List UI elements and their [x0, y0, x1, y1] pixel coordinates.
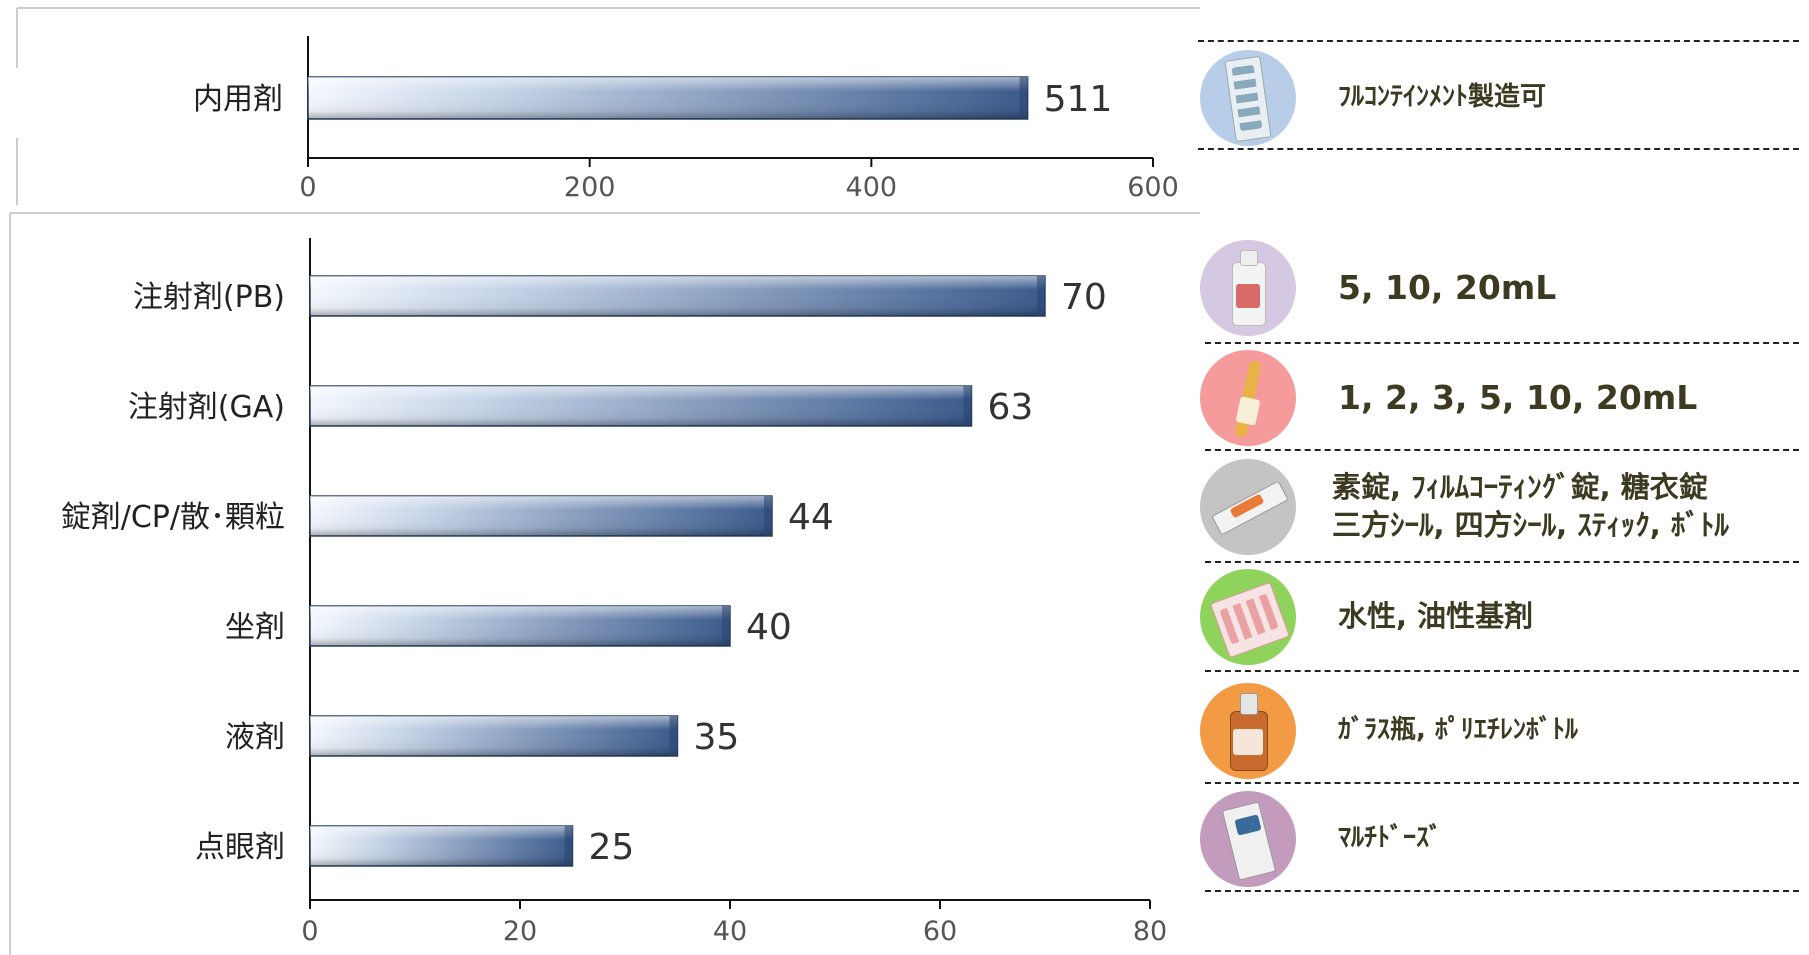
- bar-shading: [310, 386, 972, 426]
- bar-end-bevel: [963, 386, 972, 426]
- x-tick-label: 20: [503, 916, 537, 947]
- package-row: ｶﾞﾗｽ瓶, ﾎﾟﾘｴﾁﾚﾝﾎﾞﾄﾙ: [1200, 683, 1809, 779]
- package-shape: [1240, 693, 1258, 715]
- category-label: 坐剤: [225, 610, 285, 645]
- x-tick-label: 400: [846, 172, 898, 203]
- package-row: 水性, 油性基剤: [1200, 569, 1809, 665]
- x-tick-label: 0: [301, 916, 318, 947]
- row-divider: [1205, 449, 1799, 451]
- package-description-line: ﾌﾙｺﾝﾃｲﾝﾒﾝﾄ製造可: [1338, 82, 1547, 113]
- data-label: 70: [1061, 277, 1107, 318]
- suppository-pack-icon: [1200, 569, 1296, 665]
- package-row: 5, 10, 20mL: [1200, 240, 1809, 336]
- package-row: ﾏﾙﾁﾄﾞｰｽﾞ: [1200, 791, 1809, 887]
- chart-dosage-forms: 0 20 40 60 80 注射剤(PB) 70 注射剤(GA) 63 錠剤/CP/散･顆粒 44 坐…: [61, 238, 1167, 947]
- bar-end-bevel: [564, 826, 573, 866]
- package-description: ﾌﾙｺﾝﾃｲﾝﾒﾝﾄ製造可: [1338, 81, 1546, 115]
- data-label: 63: [988, 387, 1034, 428]
- package-description-line: ｶﾞﾗｽ瓶, ﾎﾟﾘｴﾁﾚﾝﾎﾞﾄﾙ: [1338, 715, 1578, 746]
- x-tick-label: 600: [1127, 172, 1179, 203]
- bar-end-bevel: [722, 606, 730, 646]
- package-shape: [1233, 729, 1263, 755]
- package-description-line: 5, 10, 20mL: [1338, 267, 1557, 307]
- package-shape: [1236, 284, 1260, 308]
- package-description: ｶﾞﾗｽ瓶, ﾎﾟﾘｴﾁﾚﾝﾎﾞﾄﾙ: [1338, 714, 1578, 748]
- bar-shading: [310, 496, 772, 536]
- package-shape: [1235, 396, 1261, 426]
- category-label: 点眼剤: [195, 830, 285, 865]
- bar-shading: [310, 716, 678, 756]
- category-label: 注射剤(GA): [128, 390, 285, 425]
- package-row: 1, 2, 3, 5, 10, 20mL: [1200, 350, 1809, 446]
- chart-frames: [9, 7, 1200, 955]
- row-divider: [1205, 782, 1799, 784]
- category-label: 液剤: [225, 720, 285, 755]
- bar-shading: [308, 77, 1028, 119]
- x-tick-label: 80: [1133, 916, 1167, 947]
- row-divider: [1198, 40, 1799, 42]
- plastic-bottle-icon: [1200, 240, 1296, 336]
- package-description: 5, 10, 20mL: [1338, 267, 1556, 310]
- package-row: 素錠, ﾌｨﾙﾑｺｰﾃｨﾝｸﾞ錠, 糖衣錠 三方ｼｰﾙ, 四方ｼｰﾙ, ｽﾃｨｯｸ…: [1200, 459, 1809, 555]
- tablet-strip-icon: [1200, 459, 1296, 555]
- data-label: 25: [589, 827, 635, 868]
- data-label: 511: [1044, 79, 1113, 120]
- x-tick-label: 40: [713, 916, 747, 947]
- bar-end-bevel: [1037, 276, 1045, 316]
- package-description: 水性, 油性基剤: [1338, 598, 1533, 636]
- package-row: ﾌﾙｺﾝﾃｲﾝﾒﾝﾄ製造可: [1200, 50, 1809, 146]
- category-label: 錠剤/CP/散･顆粒: [61, 500, 285, 535]
- blister-pack-icon: [1200, 50, 1296, 146]
- package-description-line: 1, 2, 3, 5, 10, 20mL: [1338, 377, 1698, 417]
- bar-end-bevel: [669, 716, 678, 756]
- data-label: 35: [694, 717, 740, 758]
- row-divider: [1205, 890, 1799, 892]
- bar-end-bevel: [764, 496, 772, 536]
- package-description-line: 素錠, ﾌｨﾙﾑｺｰﾃｨﾝｸﾞ錠, 糖衣錠: [1332, 470, 1708, 505]
- bar-shading: [310, 606, 730, 646]
- data-label: 40: [746, 607, 792, 648]
- x-tick-label: 60: [923, 916, 957, 947]
- glass-bottle-icon: [1200, 683, 1296, 779]
- category-label: 注射剤(PB): [133, 280, 285, 315]
- ampoule-icon: [1200, 350, 1296, 446]
- package-shape: [1240, 250, 1258, 266]
- row-divider: [1205, 670, 1799, 672]
- row-divider: [1198, 148, 1799, 150]
- package-description-line: 三方ｼｰﾙ, 四方ｼｰﾙ, ｽﾃｨｯｸ, ﾎﾞﾄﾙ: [1332, 508, 1729, 542]
- package-description: 素錠, ﾌｨﾙﾑｺｰﾃｨﾝｸﾞ錠, 糖衣錠 三方ｼｰﾙ, 四方ｼｰﾙ, ｽﾃｨｯｸ…: [1332, 469, 1729, 544]
- package-description-line: ﾏﾙﾁﾄﾞｰｽﾞ: [1338, 823, 1443, 854]
- package-description: ﾏﾙﾁﾄﾞｰｽﾞ: [1338, 822, 1442, 856]
- package-description-line: 水性, 油性基剤: [1338, 599, 1534, 634]
- package-shape: [1221, 801, 1277, 881]
- chart-oral: 0 200 400 600 内用剤 511: [193, 36, 1179, 203]
- row-divider: [1205, 342, 1799, 344]
- row-divider: [1205, 561, 1799, 563]
- x-tick-label: 200: [564, 172, 616, 203]
- bar-shading: [310, 826, 573, 866]
- category-label: 内用剤: [193, 82, 283, 117]
- package-description: 1, 2, 3, 5, 10, 20mL: [1338, 377, 1697, 420]
- bar-shading: [310, 276, 1045, 316]
- eye-drop-bottle-icon: [1200, 791, 1296, 887]
- bar-charts: 0 200 400 600 内用剤 511 0 20 40 60 80 注射剤(PB) 70 注射剤(G…: [9, 7, 1200, 955]
- x-tick-label: 0: [299, 172, 316, 203]
- data-label: 44: [788, 497, 834, 538]
- bar-end-bevel: [1019, 77, 1028, 119]
